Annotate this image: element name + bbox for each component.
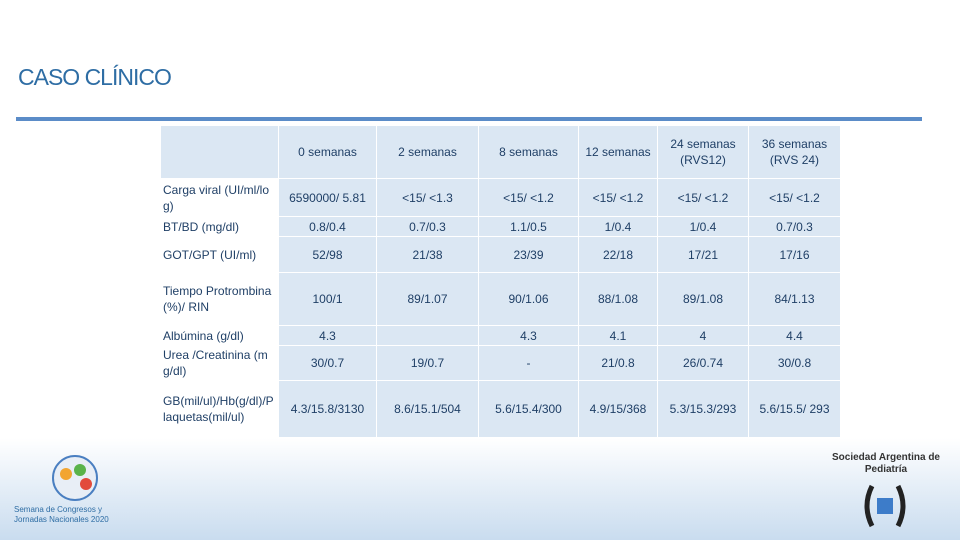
column-header: 0 semanas [278, 125, 377, 179]
corner-cell [160, 125, 279, 179]
table-cell: <15/ <1.2 [748, 178, 841, 217]
table-cell: 5.3/15.3/293 [657, 380, 749, 438]
table-row: Albúmina (g/dl) 4.3 4.3 4.1 4 4.4 [160, 325, 841, 346]
table-cell: 100/1 [278, 272, 377, 326]
column-header: 2 semanas [376, 125, 479, 179]
column-header: 8 semanas [478, 125, 579, 179]
row-label: Tiempo Protrombina (%)/ RIN [160, 272, 279, 326]
table-cell: <15/ <1.2 [657, 178, 749, 217]
column-header: 12 semanas [578, 125, 658, 179]
table-cell: 4.1 [578, 325, 658, 346]
table-cell: 4.3 [478, 325, 579, 346]
table-cell: 1/0.4 [578, 216, 658, 237]
title: CASO CLÍNICO [18, 64, 172, 90]
table-cell: 0.7/0.3 [376, 216, 479, 237]
column-header: 36 semanas (RVS 24) [748, 125, 841, 179]
table-row: Urea /Creatinina (mg/dl) 30/0.7 19/0.7-21/… [160, 345, 841, 381]
table-cell: 89/1.08 [657, 272, 749, 326]
right-logo-text: Sociedad Argentina de Pediatría [832, 452, 940, 475]
table-cell: 17/16 [748, 236, 841, 273]
row-label: Albúmina (g/dl) [160, 325, 279, 346]
row-label: Urea /Creatinina (mg/dl) [160, 345, 279, 381]
left-logo-icon [52, 455, 98, 501]
table-cell: 5.6/15.5/ 293 [748, 380, 841, 438]
table-row: GOT/GPT (UI/ml) 52/98 21/38 23/39 22/18 17/21… [160, 236, 841, 273]
table-row: Tiempo Protrombina (%)/ RIN 100/1 89/1.07 9… [160, 272, 841, 326]
table-cell: 22/18 [578, 236, 658, 273]
table-cell: 8.6/15.1/504 [376, 380, 479, 438]
table-cell: 19/0.7 [376, 345, 479, 381]
table-cell: <15/ <1.3 [376, 178, 479, 217]
table-row: GB(mil/ul)/Hb(g/dl)/Plaquetas(mil/ul) 4.3… [160, 380, 841, 438]
table-cell: 89/1.07 [376, 272, 479, 326]
table-cell: 90/1.06 [478, 272, 579, 326]
table-cell: <15/ <1.2 [578, 178, 658, 217]
table-cell: 4 [657, 325, 749, 346]
row-label: GB(mil/ul)/Hb(g/dl)/Plaquetas(mil/ul) [160, 380, 279, 438]
table-cell: 30/0.8 [748, 345, 841, 381]
table-cell: 21/38 [376, 236, 479, 273]
data-table: 0 semanas 2 semanas 8 semanas 12 semanas 24 … [160, 125, 841, 438]
row-label: BT/BD (mg/dl) [160, 216, 279, 237]
table-row: Carga viral (UI/ml/log) 6590000/ 5.81 <15/… [160, 178, 841, 217]
table-cell: 4.4 [748, 325, 841, 346]
table-cell: 4.9/15/368 [578, 380, 658, 438]
table-cell: - [478, 345, 579, 381]
right-logo-icon [864, 484, 906, 528]
table-cell: 26/0.74 [657, 345, 749, 381]
table-cell: 6590000/ 5.81 [278, 178, 377, 217]
title-rule [16, 117, 922, 121]
row-label: GOT/GPT (UI/ml) [160, 236, 279, 273]
row-label: Carga viral (UI/ml/log) [160, 178, 279, 217]
table-cell: <15/ <1.2 [478, 178, 579, 217]
column-header: 24 semanas (RVS12) [657, 125, 749, 179]
table-cell: 84/1.13 [748, 272, 841, 326]
table-row: BT/BD (mg/dl) 0.8/0.4 0.7/0.3 1.1/0.5 1/0.4 1… [160, 216, 841, 237]
table-cell: 0.8/0.4 [278, 216, 377, 237]
table-cell: 0.7/0.3 [748, 216, 841, 237]
table-cell: 17/21 [657, 236, 749, 273]
table-cell: 4.3/15.8/3130 [278, 380, 377, 438]
table-cell [376, 325, 479, 346]
left-logo-text: Semana de Congresos y Jornadas Nacionale… [14, 505, 109, 524]
table-cell: 1/0.4 [657, 216, 749, 237]
header-row: 0 semanas 2 semanas 8 semanas 12 semanas 24 … [160, 125, 841, 179]
table-cell: 1.1/0.5 [478, 216, 579, 237]
table-cell: 5.6/15.4/300 [478, 380, 579, 438]
table-cell: 88/1.08 [578, 272, 658, 326]
table-cell: 4.3 [278, 325, 377, 346]
table-cell: 23/39 [478, 236, 579, 273]
footer-band [0, 438, 960, 540]
table-cell: 52/98 [278, 236, 377, 273]
table-cell: 30/0.7 [278, 345, 377, 381]
table-cell: 21/0.8 [578, 345, 658, 381]
